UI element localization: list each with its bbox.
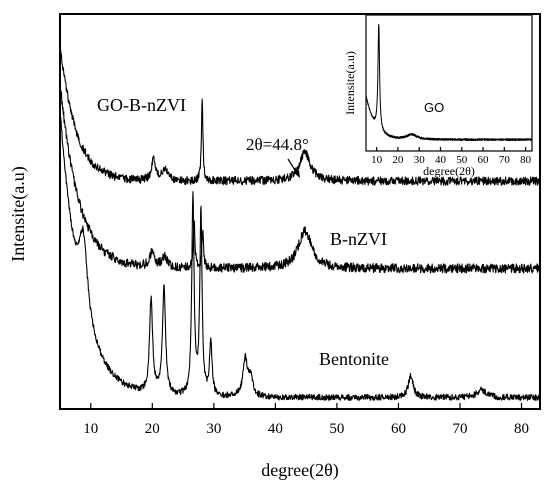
inset-series-line-go (365, 24, 533, 142)
peak-annotation-label: 2θ=44.8° (246, 135, 309, 154)
inset-x-axis-ticks: 10 20 30 40 50 60 70 80 (371, 147, 532, 166)
inset-frame (365, 14, 533, 152)
main-x-tick-label-80: 80 (514, 421, 529, 437)
y-axis-title: Intensite(a.u) (8, 166, 29, 261)
inset-x-tick-label-70: 70 (499, 154, 511, 166)
series-label-bentonite: Bentonite (319, 349, 389, 369)
inset-background (366, 15, 532, 151)
series-label-b-nzvi: B-nZVI (330, 229, 387, 249)
inset-x-tick-label-20: 20 (392, 154, 404, 166)
main-series-line-b-nzvi (59, 83, 541, 274)
inset-x-tick-label-10: 10 (371, 154, 383, 166)
main-x-tick-label-50: 50 (329, 421, 344, 437)
main-x-tick-label-10: 10 (83, 421, 98, 437)
inset-x-tick-label-50: 50 (456, 154, 468, 166)
x-axis-ticks: 10 20 30 40 50 60 70 80 (83, 403, 529, 437)
inset-x-tick-label-60: 60 (478, 154, 490, 166)
main-x-tick-label-70: 70 (453, 421, 468, 437)
main-series-line-bentonite (59, 110, 541, 401)
main-x-tick-label-40: 40 (268, 421, 283, 437)
series-label-go-b-nzvi: GO-B-nZVI (97, 95, 186, 115)
main-series-group (59, 45, 541, 401)
inset-y-axis-title: Intensite(a.u) (343, 51, 357, 115)
main-x-tick-label-20: 20 (145, 421, 160, 437)
inset-x-tick-label-40: 40 (435, 154, 447, 166)
inset-x-tick-label-30: 30 (414, 154, 426, 166)
main-x-tick-label-30: 30 (206, 421, 221, 437)
plot-frame (59, 13, 541, 410)
inset-x-tick-label-80: 80 (520, 154, 532, 166)
peak-annotation-arrow-head (293, 170, 300, 178)
inset-x-axis-title: degree(2θ) (423, 164, 475, 178)
inset-series-label-go: GO (424, 100, 444, 115)
main-series-line-go-b-nzvi (59, 45, 541, 186)
main-chart: 10 20 30 40 50 60 70 80 GO-B-nZVI 2θ=44.8° B-nZ… (8, 13, 541, 481)
inset-series-group (365, 24, 533, 142)
x-axis-title: degree(2θ) (261, 460, 339, 481)
main-x-tick-label-60: 60 (391, 421, 406, 437)
inset-chart: 10 20 30 40 50 60 70 80 GO degree(2θ) Intensite… (343, 14, 533, 178)
